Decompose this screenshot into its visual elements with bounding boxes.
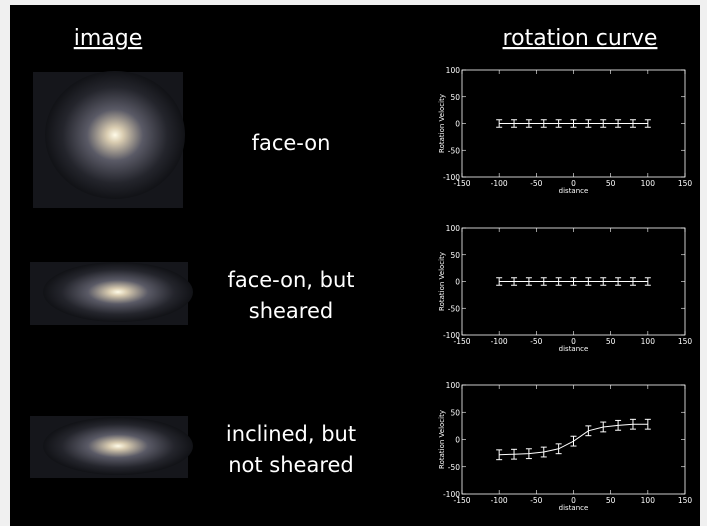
x-tick-label: -150 (453, 496, 470, 505)
chart: -150 -100 -50 0 50 100 150-100-50050100distanc… (438, 381, 692, 512)
error-bar (585, 277, 592, 286)
error-bar (644, 119, 651, 128)
row-label: sheared (249, 299, 333, 323)
error-bar (615, 419, 622, 431)
x-tick-label: 50 (606, 179, 616, 188)
y-tick-label: 50 (450, 251, 460, 260)
x-tick-label: 0 (571, 179, 576, 188)
error-bar (540, 446, 547, 458)
row-label: face-on (252, 131, 331, 155)
x-tick-label: -50 (530, 179, 542, 188)
image-header: image (74, 26, 143, 51)
x-tick-label: -150 (453, 179, 470, 188)
x-axis-label: distance (559, 504, 589, 512)
error-bar (629, 277, 636, 286)
curve-header: rotation curve (503, 26, 658, 51)
galaxy (43, 417, 193, 475)
x-tick-label: -50 (530, 496, 542, 505)
error-bar (570, 119, 577, 128)
error-bar (496, 277, 503, 286)
x-tick-label: 100 (641, 337, 656, 346)
error-bar (525, 277, 532, 286)
y-tick-label: -50 (448, 146, 460, 155)
chart: -150 -100 -50 0 50 100 150-100-50050100distanc… (438, 66, 692, 195)
y-axis-label: Rotation Velocity (438, 94, 446, 153)
error-bar (585, 425, 592, 437)
y-tick-label: -50 (448, 463, 460, 472)
error-bar (570, 435, 577, 447)
error-bar (511, 448, 518, 460)
galaxy (43, 262, 193, 322)
x-tick-label: 150 (678, 337, 693, 346)
x-tick-label: -150 (453, 337, 470, 346)
y-tick-label: 100 (446, 66, 461, 75)
error-bar (585, 119, 592, 128)
x-tick-label: 0 (571, 337, 576, 346)
row-label: not sheared (228, 453, 354, 477)
chart: -150 -100 -50 0 50 100 150-100-50050100distanc… (438, 224, 692, 353)
error-bar (600, 277, 607, 286)
y-tick-label: -100 (443, 490, 460, 499)
error-bar (600, 421, 607, 433)
galaxy-images (30, 71, 193, 478)
x-tick-label: 150 (678, 179, 693, 188)
error-bar (644, 277, 651, 286)
row-label: inclined, but (226, 422, 356, 446)
x-axis-label: distance (559, 345, 589, 353)
error-bar (525, 119, 532, 128)
x-tick-label: 150 (678, 496, 693, 505)
y-tick-label: 0 (455, 436, 460, 445)
error-bar (615, 277, 622, 286)
y-tick-label: 0 (455, 120, 460, 129)
y-tick-label: -100 (443, 173, 460, 182)
error-bar (496, 119, 503, 128)
x-tick-label: 0 (571, 496, 576, 505)
y-tick-label: 100 (446, 381, 461, 390)
error-bar (540, 119, 547, 128)
galaxy (45, 71, 185, 199)
error-bar (496, 449, 503, 461)
error-bar (600, 119, 607, 128)
y-tick-label: -50 (448, 304, 460, 313)
x-tick-label: -100 (491, 179, 508, 188)
x-tick-label: 50 (606, 337, 616, 346)
x-tick-label: -100 (491, 496, 508, 505)
y-tick-label: 100 (446, 224, 461, 233)
x-tick-label: -100 (491, 337, 508, 346)
error-bar (629, 119, 636, 128)
error-bar (555, 277, 562, 286)
y-axis-label: Rotation Velocity (438, 410, 446, 469)
x-tick-label: -50 (530, 337, 542, 346)
error-bar (629, 418, 636, 430)
row-label: face-on, but (227, 268, 354, 292)
x-tick-label: 50 (606, 496, 616, 505)
error-bar (540, 277, 547, 286)
error-bar (570, 277, 577, 286)
x-axis-label: distance (559, 187, 589, 195)
y-tick-label: -100 (443, 331, 460, 340)
y-tick-label: 50 (450, 408, 460, 417)
error-bar (644, 418, 651, 430)
error-bar (555, 443, 562, 455)
error-bar (511, 119, 518, 128)
y-axis-label: Rotation Velocity (438, 252, 446, 311)
error-bar (511, 277, 518, 286)
y-tick-label: 50 (450, 93, 460, 102)
error-bar (525, 448, 532, 460)
error-bar (615, 119, 622, 128)
x-tick-label: 100 (641, 179, 656, 188)
y-tick-label: 0 (455, 278, 460, 287)
x-tick-label: 100 (641, 496, 656, 505)
error-bar (555, 119, 562, 128)
